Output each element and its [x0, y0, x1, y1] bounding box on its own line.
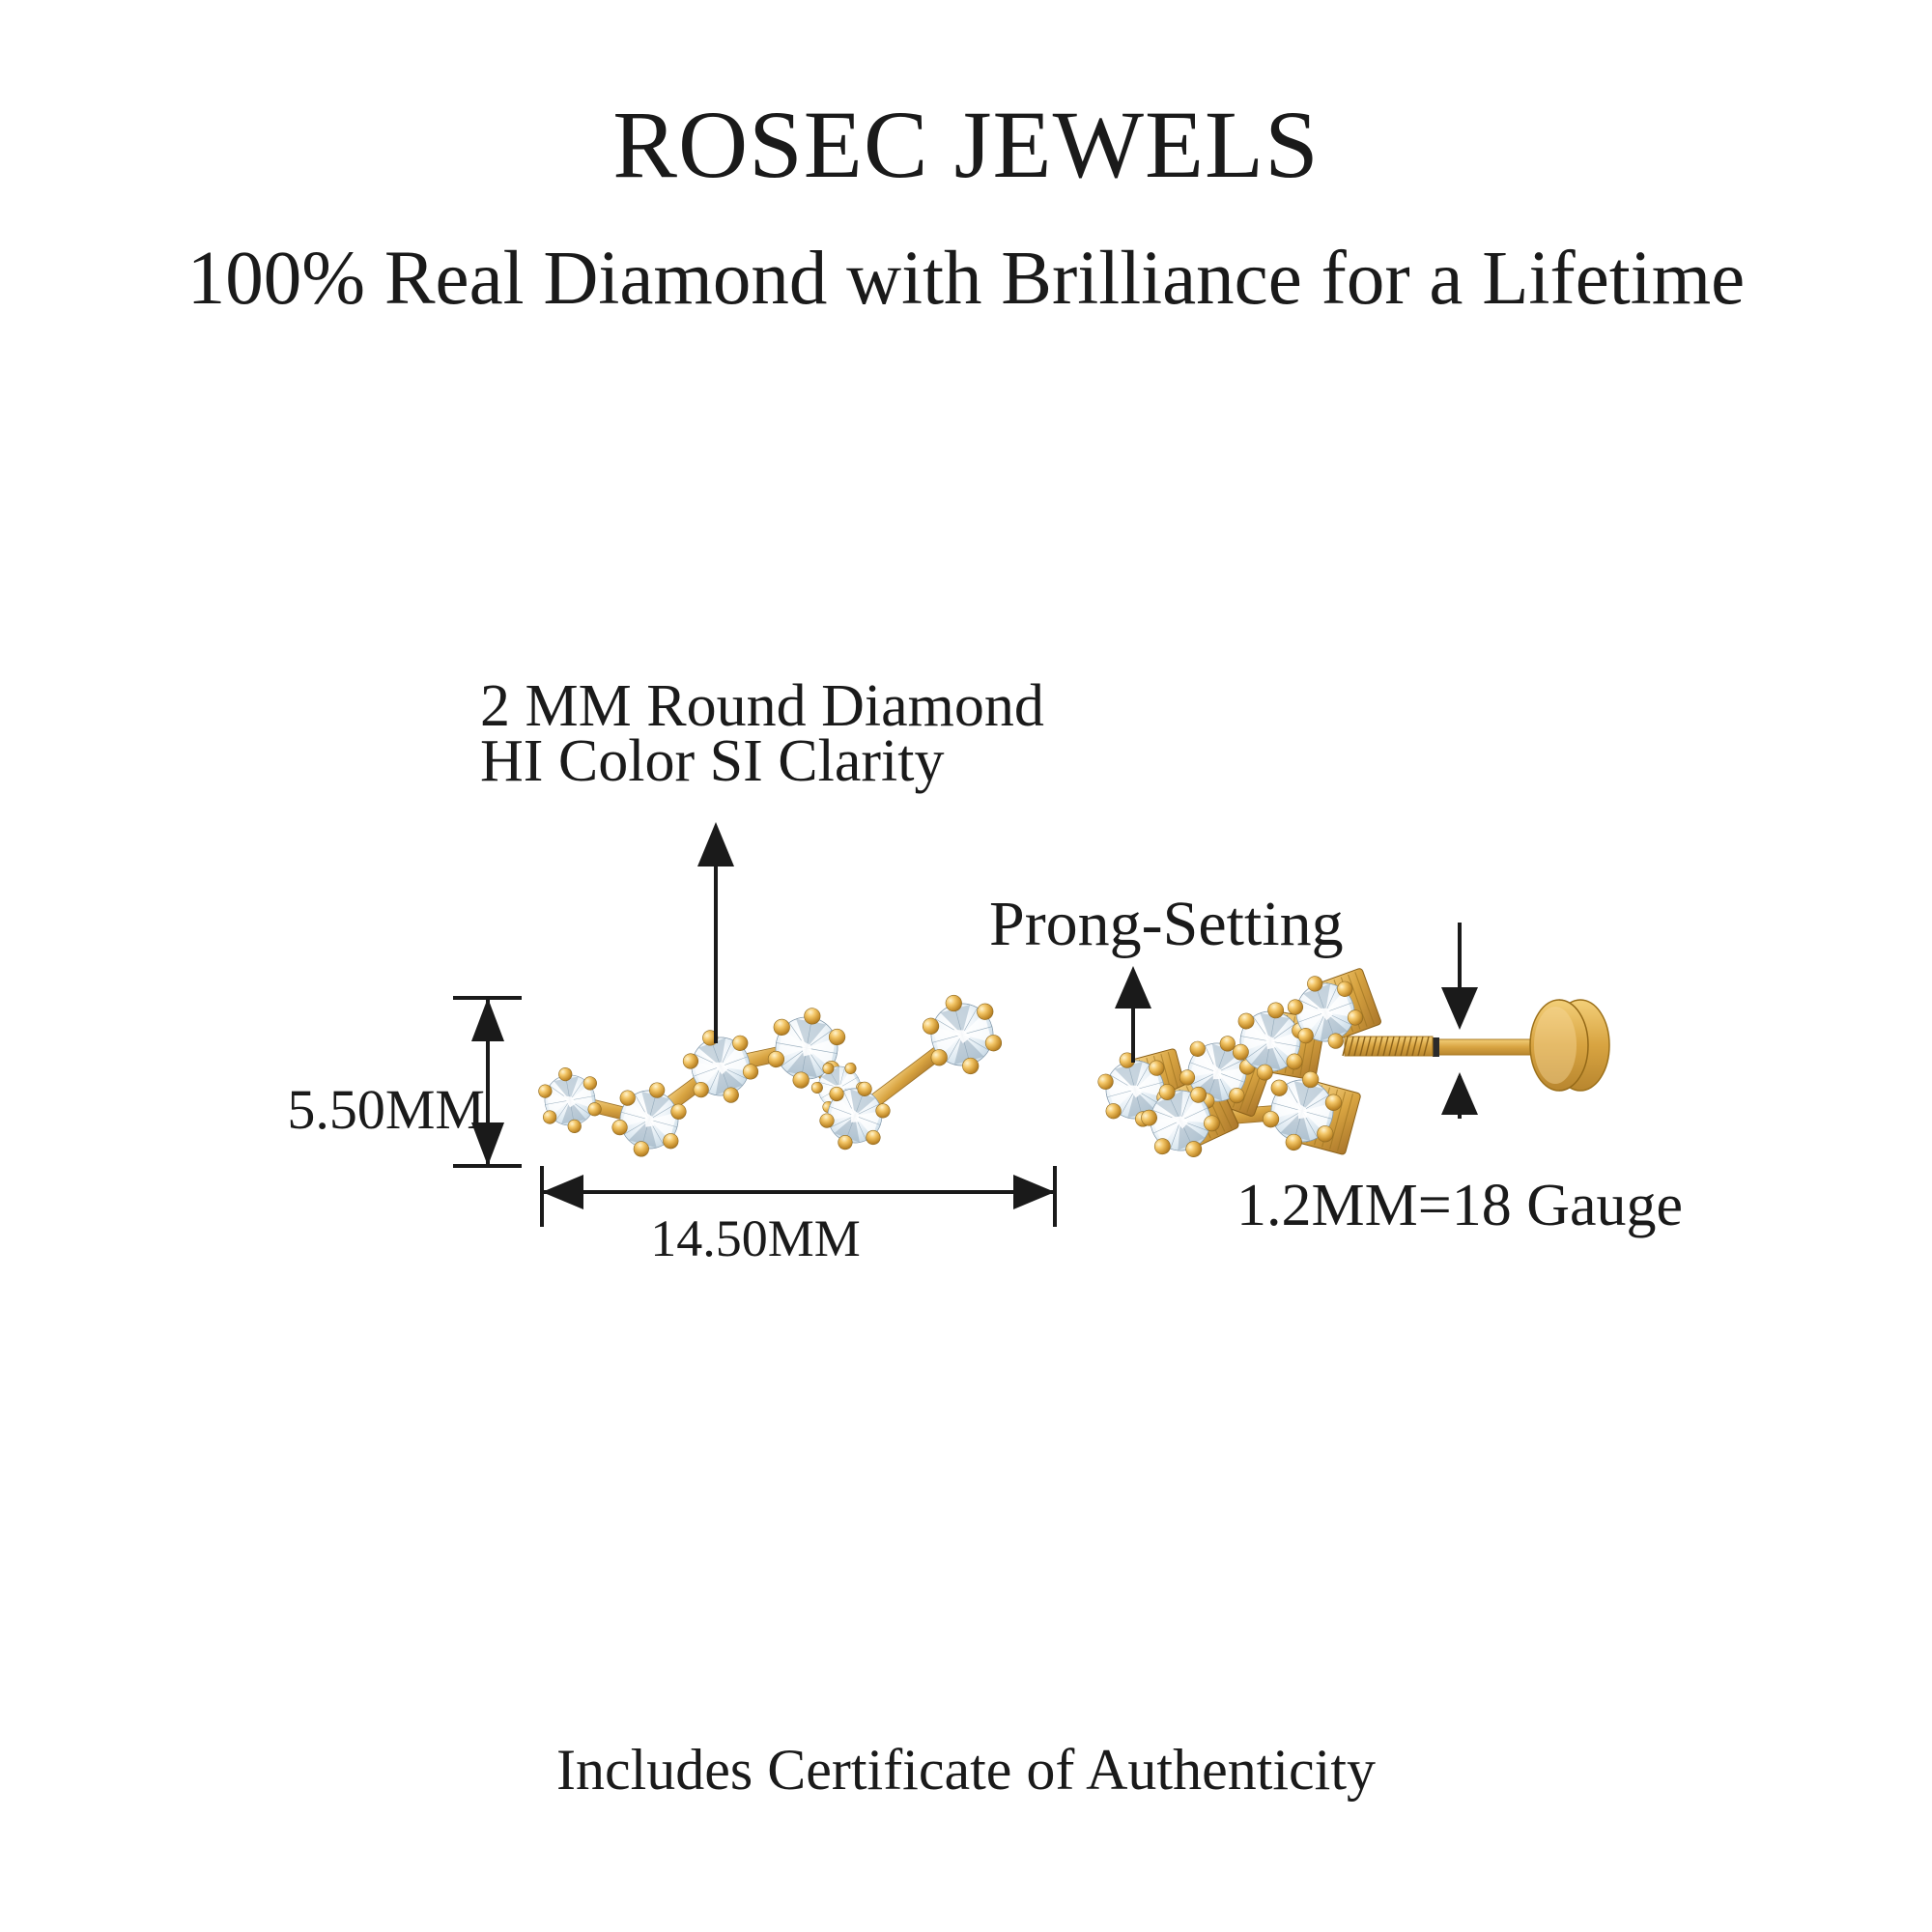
svg-text:14.50MM: 14.50MM — [650, 1209, 861, 1267]
svg-text:5.50MM: 5.50MM — [287, 1078, 485, 1141]
svg-text:1.2MM=18 Gauge: 1.2MM=18 Gauge — [1236, 1173, 1683, 1238]
svg-text:HI Color SI Clarity: HI Color SI Clarity — [480, 728, 944, 794]
svg-text:Prong-Setting: Prong-Setting — [989, 889, 1344, 959]
